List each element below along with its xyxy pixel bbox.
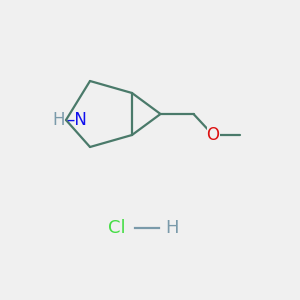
Text: H: H	[52, 111, 64, 129]
Text: Cl: Cl	[108, 219, 126, 237]
Text: –N: –N	[66, 111, 87, 129]
Text: O: O	[206, 126, 220, 144]
Text: H: H	[165, 219, 178, 237]
